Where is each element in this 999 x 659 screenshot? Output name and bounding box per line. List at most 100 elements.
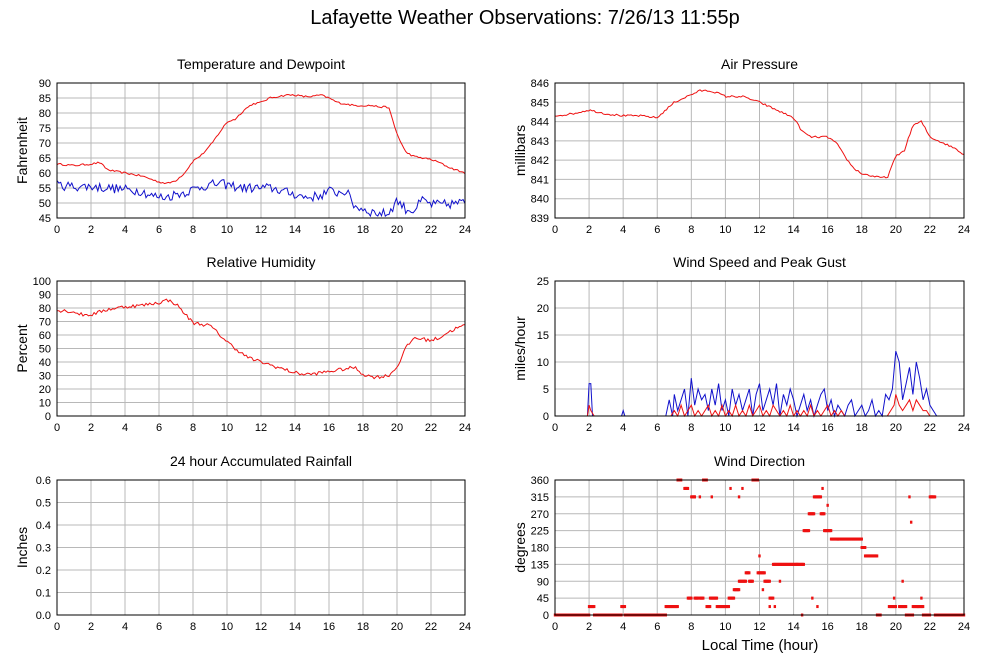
series-line-1 (56, 178, 466, 218)
x-tick-label: 10 (719, 224, 731, 236)
direction-point (933, 495, 937, 499)
direction-point (744, 579, 748, 583)
y-tick-label: 20 (537, 303, 549, 315)
x-tick-label: 10 (719, 422, 731, 434)
x-tick-label: 20 (391, 224, 403, 236)
x-tick-label: 14 (787, 422, 799, 434)
direction-point (763, 571, 766, 575)
series-line-0 (555, 89, 965, 179)
y-tick-label: 841 (531, 174, 549, 186)
direction-point (737, 588, 741, 592)
direction-point (686, 486, 690, 490)
x-tick-label: 20 (890, 224, 902, 236)
y-tick-label: 315 (531, 492, 549, 504)
direction-point (771, 596, 775, 600)
x-tick-label: 2 (586, 621, 592, 633)
y-axis-label: degrees (512, 522, 528, 573)
x-tick-label: 22 (924, 422, 936, 434)
x-tick-label: 20 (391, 621, 403, 633)
y-tick-label: 0 (543, 610, 549, 622)
y-tick-label: 5 (543, 384, 549, 396)
y-tick-label: 135 (531, 559, 549, 571)
y-tick-label: 0.5 (36, 498, 51, 510)
y-axis-label: Inches (14, 527, 30, 568)
x-tick-label: 4 (620, 422, 626, 434)
y-tick-label: 70 (39, 317, 51, 329)
x-tick-label: 24 (958, 422, 970, 434)
x-tick-label: 10 (719, 621, 731, 633)
y-tick-label: 90 (39, 78, 51, 90)
direction-point (702, 596, 705, 600)
x-tick-label: 0 (552, 621, 558, 633)
y-tick-label: 0.2 (36, 565, 51, 577)
y-tick-label: 15 (537, 330, 549, 342)
chart-title: 24 hour Accumulated Rainfall (170, 453, 352, 469)
plot-frame (554, 280, 965, 417)
x-tick-label: 8 (190, 224, 196, 236)
chart-title: Wind Direction (714, 453, 805, 469)
y-tick-label: 50 (39, 344, 51, 356)
x-tick-label: 16 (323, 224, 335, 236)
x-tick-label: 16 (822, 422, 834, 434)
y-tick-label: 844 (531, 117, 549, 129)
y-tick-label: 65 (39, 153, 51, 165)
x-tick-label: 18 (357, 224, 369, 236)
direction-point (802, 562, 806, 566)
y-axis-label: miles/hour (512, 316, 528, 381)
x-tick-label: 6 (654, 621, 660, 633)
x-tick-label: 2 (88, 224, 94, 236)
x-tick-label: 22 (425, 422, 437, 434)
x-tick-label: 12 (753, 621, 765, 633)
direction-point (904, 605, 908, 609)
x-tick-label: 16 (822, 621, 834, 633)
x-tick-label: 12 (753, 422, 765, 434)
y-tick-label: 70 (39, 138, 51, 150)
direction-point (715, 596, 719, 600)
y-tick-label: 0.3 (36, 543, 51, 555)
x-tick-label: 6 (156, 422, 162, 434)
direction-point (863, 546, 867, 549)
x-tick-label: 24 (459, 621, 471, 633)
direction-point (751, 579, 754, 583)
y-tick-label: 0 (543, 411, 549, 423)
direction-point (698, 495, 702, 499)
direction-point (829, 529, 833, 533)
x-axis-label: Local Time (hour) (702, 637, 819, 654)
series-line-0 (555, 351, 964, 418)
y-tick-label: 225 (531, 526, 549, 538)
x-tick-label: 18 (357, 422, 369, 434)
direction-point (690, 596, 693, 600)
x-tick-label: 0 (54, 422, 60, 434)
y-tick-label: 10 (537, 357, 549, 369)
x-tick-label: 24 (958, 621, 970, 633)
x-tick-label: 14 (289, 621, 301, 633)
y-tick-label: 180 (531, 543, 549, 555)
y-tick-label: 45 (537, 593, 549, 605)
x-tick-label: 8 (688, 224, 694, 236)
direction-point (768, 579, 771, 583)
x-tick-label: 12 (255, 224, 267, 236)
y-tick-label: 25 (537, 276, 549, 288)
y-tick-label: 90 (537, 576, 549, 588)
y-tick-label: 0.4 (36, 520, 51, 532)
y-tick-label: 840 (531, 194, 549, 206)
chart-title: Relative Humidity (207, 254, 316, 270)
x-tick-label: 8 (190, 422, 196, 434)
plot-frame (554, 82, 965, 219)
y-tick-label: 75 (39, 123, 51, 135)
y-tick-label: 360 (531, 475, 549, 487)
direction-point (710, 495, 713, 499)
x-tick-label: 12 (255, 621, 267, 633)
y-tick-label: 0.0 (36, 610, 51, 622)
chart-title: Air Pressure (721, 56, 798, 72)
direction-point (826, 503, 829, 507)
series-line-0 (56, 298, 466, 380)
direction-point (908, 495, 911, 499)
x-tick-label: 4 (620, 224, 626, 236)
x-tick-label: 24 (958, 224, 970, 236)
x-tick-label: 18 (357, 621, 369, 633)
y-tick-label: 846 (531, 78, 549, 90)
x-tick-label: 14 (289, 224, 301, 236)
x-tick-label: 0 (54, 224, 60, 236)
